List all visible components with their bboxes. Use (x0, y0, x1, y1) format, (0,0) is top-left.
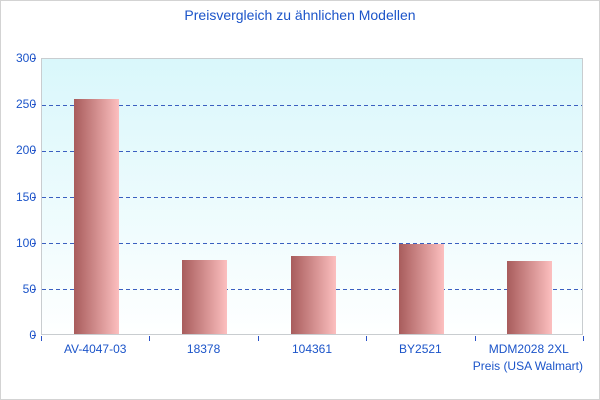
y-axis-label-100: 100 (15, 235, 36, 250)
gridline-150 (42, 197, 582, 198)
plot-area (41, 58, 583, 335)
chart-title: Preisvergleich zu ähnlichen Modellen (184, 7, 416, 23)
gridline-100 (42, 243, 582, 245)
x-axis-tick-3 (366, 336, 368, 341)
y-axis-label-300: 300 (15, 51, 36, 65)
gridline-250 (42, 104, 582, 106)
y-axis-label-150: 150 (15, 189, 36, 204)
y-axis-label-250: 250 (15, 97, 36, 112)
y-axis-label-50: 50 (22, 281, 36, 296)
x-axis-tick-2 (257, 336, 259, 341)
x-axis-tick-4 (474, 336, 476, 341)
x-axis-label-AV-4047-03: AV-4047-03 (63, 342, 127, 356)
y-axis-label-200: 200 (15, 143, 36, 158)
bar-AV-4047-03 (73, 98, 119, 334)
x-axis-label-MDM2028 2XL: MDM2028 2XL (488, 342, 569, 356)
x-axis-label-18378: 18378 (186, 342, 221, 356)
x-axis-label-104361: 104361 (291, 342, 333, 356)
y-axis-tick-200 (32, 150, 36, 152)
x-axis-title: Preis (USA Walmart) (472, 359, 583, 373)
x-axis-tick-5 (583, 336, 584, 341)
y-axis-tick-300 (32, 58, 36, 59)
gridline-200 (42, 150, 582, 152)
bar-BY2521 (398, 244, 444, 334)
y-axis-tick-50 (32, 288, 36, 290)
y-axis-tick-0 (32, 335, 36, 336)
y-axis-tick-100 (32, 242, 36, 244)
bar-18378 (182, 260, 228, 334)
x-axis-tick-1 (149, 336, 151, 341)
bar-104361 (290, 256, 336, 334)
bar-MDM2028 2XL (507, 261, 553, 334)
x-axis-label-BY2521: BY2521 (399, 342, 442, 356)
y-axis-tick-250 (32, 104, 36, 106)
y-axis-tick-150 (32, 196, 36, 198)
x-axis-tick-0 (41, 336, 42, 341)
